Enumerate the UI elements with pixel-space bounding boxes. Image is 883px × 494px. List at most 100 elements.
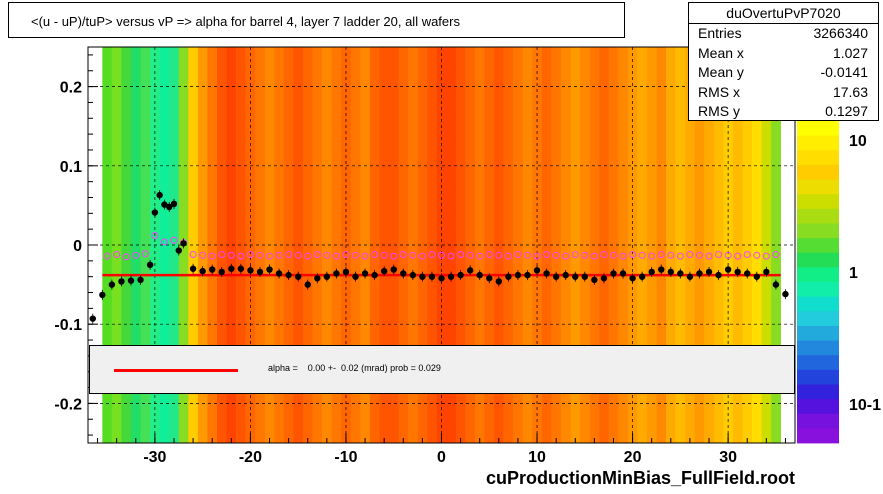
stats-value: 3266340 [813,25,868,41]
profile-marker [380,267,388,275]
palette-swatch [797,296,839,312]
heatmap-cell [216,394,227,443]
stats-key: RMS x [698,83,740,100]
profile-marker [428,273,436,280]
heatmap-cell [121,47,132,345]
profile-marker [486,275,493,282]
heatmap-cell [245,47,256,345]
open-marker [734,252,742,260]
heatmap-cell [713,47,724,345]
heatmap-cell [207,47,218,345]
profile-marker [677,270,684,277]
heatmap-cell [685,47,695,345]
heatmap-cell [666,47,676,345]
open-markers [103,231,780,261]
profile-marker [266,266,273,273]
profile-marker [275,270,283,277]
profile-marker [524,271,531,279]
profile-marker [514,271,522,279]
open-marker [514,251,522,259]
stats-key: Mean y [698,64,744,80]
profile-marker [543,270,550,277]
heatmap-cell [341,47,352,345]
palette-swatch [797,428,839,444]
heatmap-cell [293,47,304,345]
open-marker [313,251,321,259]
profile-marker [409,271,417,279]
open-marker [638,251,646,259]
heatmap-cell [551,394,562,443]
open-marker [218,251,226,259]
heatmap-cell [264,394,275,443]
heatmap-cell [666,394,676,443]
open-marker [676,252,684,260]
open-marker [304,252,312,260]
heatmap-cell [742,47,753,345]
stats-name: duOvertuPvP7020 [689,3,878,24]
open-marker [600,251,608,259]
heatmap-cell [580,394,590,443]
open-marker [151,231,159,239]
open-marker [686,251,694,259]
profile-marker [476,271,483,279]
heatmap-cell [408,47,418,345]
heatmap-cell [513,47,524,345]
heatmap-cell [207,394,218,443]
heatmap-cell [322,47,332,345]
x-tick-label: 0 [437,449,446,466]
profile-marker [629,275,636,282]
heatmap-cell [532,394,543,443]
profile-marker [285,271,292,279]
heatmap-cell [360,394,371,443]
heatmap-cell [732,47,743,345]
open-marker [648,252,656,260]
open-marker [418,252,426,260]
open-marker [724,251,732,259]
heatmap-cell [188,47,199,345]
palette-swatch [797,194,839,210]
profile-marker [667,268,674,276]
profile-marker [247,267,254,274]
profile-marker [199,267,206,275]
heatmap-cell [159,47,170,345]
plot-title: <(u - uP)/tuP> versus vP => alpha for ba… [31,14,460,29]
palette-label: 10-1 [849,397,881,414]
heatmap-cell [130,47,141,345]
open-marker [285,251,293,259]
y-tick-label: 0.2 [60,80,82,97]
heatmap-cell [484,47,495,345]
heatmap-cell [188,394,199,443]
open-marker [399,251,407,259]
heatmap-cell [494,47,504,345]
heatmap-cell [150,394,160,443]
open-marker [581,251,589,259]
profile-marker [648,268,655,276]
open-marker [428,251,436,259]
stats-value: 0.1297 [825,103,868,119]
profile-markers [89,190,789,324]
palette-swatch [797,223,839,239]
heatmap-cell [427,47,438,345]
profile-marker [180,240,187,247]
heatmap-cell [427,394,438,443]
heatmap-cell [646,47,657,345]
open-marker [380,251,388,259]
profile-marker [352,273,359,280]
open-marker [323,251,331,259]
heatmap-cell [675,47,686,345]
palette-label: 10 [849,133,867,150]
profile-marker [457,271,464,279]
open-marker [715,251,723,259]
open-marker [657,251,665,259]
open-marker [103,252,111,260]
heatmap-cell [723,47,734,345]
axes: -30 -20 -10 0 10 20 30 0.2 0.1 0 -0.1 -0.2 [54,54,786,466]
palette-swatch [797,413,839,429]
heatmap-cell [474,47,485,345]
heatmap-cell [140,47,151,345]
open-marker [457,251,465,259]
x-tick-label: -10 [334,449,357,466]
heatmap-cell [350,394,361,443]
open-marker [495,251,503,259]
palette-swatch [797,267,839,283]
